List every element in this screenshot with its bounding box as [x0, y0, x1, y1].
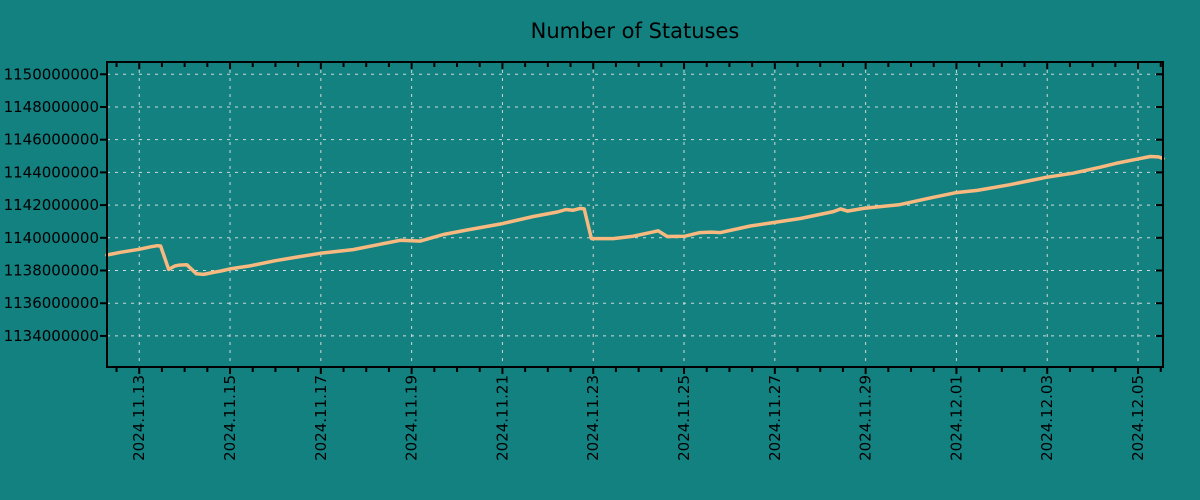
y-tick-label: 1140000000 [4, 229, 99, 247]
line-series [105, 154, 1165, 277]
y-tick-label: 1148000000 [4, 98, 99, 116]
y-tick-label: 1150000000 [4, 65, 99, 83]
x-tick-label: 2024.12.01 [947, 375, 965, 461]
x-tick-label: 2024.11.21 [493, 375, 511, 461]
x-axis-labels: 2024.11.13 2024.11.15 2024.11.17 2024.11.19… [130, 375, 1147, 461]
y-tick-label: 1144000000 [4, 163, 99, 181]
x-tick-label: 2024.11.19 [403, 375, 421, 461]
x-tick-label: 2024.12.05 [1129, 375, 1147, 461]
y-tick-label: 1134000000 [4, 327, 99, 345]
x-tick-label: 2024.11.13 [130, 375, 148, 461]
y-tick-label: 1142000000 [4, 196, 99, 214]
x-tick-label: 2024.11.23 [584, 375, 602, 461]
series-statuses [105, 154, 1165, 277]
x-tick-label: 2024.12.03 [1038, 375, 1056, 461]
x-tick-label: 2024.11.29 [857, 375, 875, 461]
y-tick-label: 1146000000 [4, 131, 99, 149]
gridlines [107, 62, 1163, 367]
chart-title: Number of Statuses [531, 19, 740, 43]
x-tick-label: 2024.11.27 [766, 375, 784, 461]
x-tick-label: 2024.11.25 [675, 375, 693, 461]
y-axis-labels: 1150000000 1148000000 1146000000 1144000000… [4, 65, 99, 345]
x-tick-label: 2024.11.17 [312, 375, 330, 461]
x-tick-label: 2024.11.15 [221, 375, 239, 461]
plot-border [106, 61, 1164, 368]
y-tick-label: 1138000000 [4, 262, 99, 280]
y-tick-label: 1136000000 [4, 294, 99, 312]
axis-ticks [100, 62, 1163, 374]
